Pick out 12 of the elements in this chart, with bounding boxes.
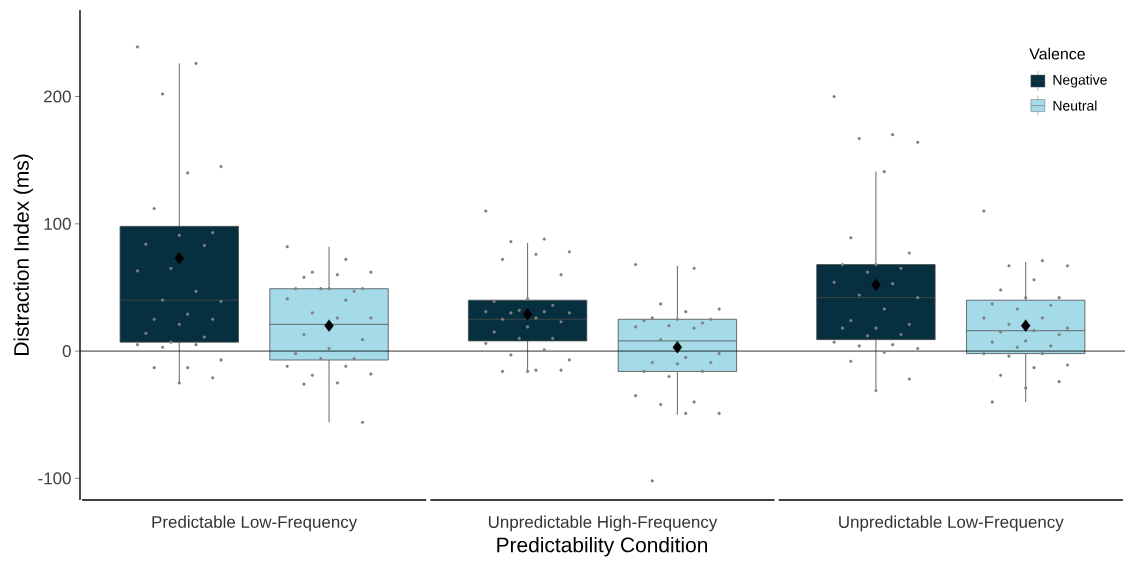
x-tick-label: Predictable Low-Frequency: [152, 515, 358, 532]
y-axis-title: Distraction Index (ms): [13, 154, 34, 356]
x-axis-title: Predictability Condition: [497, 536, 707, 557]
y-tick-label: 0: [62, 345, 71, 358]
legend-label: Negative: [1053, 74, 1107, 88]
legend-label: Neutral: [1053, 100, 1097, 111]
y-tick-label: 100: [44, 217, 71, 230]
y-tick-label: -100: [38, 472, 71, 485]
y-tick-label: 200: [44, 90, 71, 103]
x-tick-label: Unpredictable Low-Frequency: [839, 515, 1064, 532]
x-tick-label: Unpredictable High-Frequency: [488, 515, 718, 532]
legend-title: Valence: [1029, 47, 1085, 60]
